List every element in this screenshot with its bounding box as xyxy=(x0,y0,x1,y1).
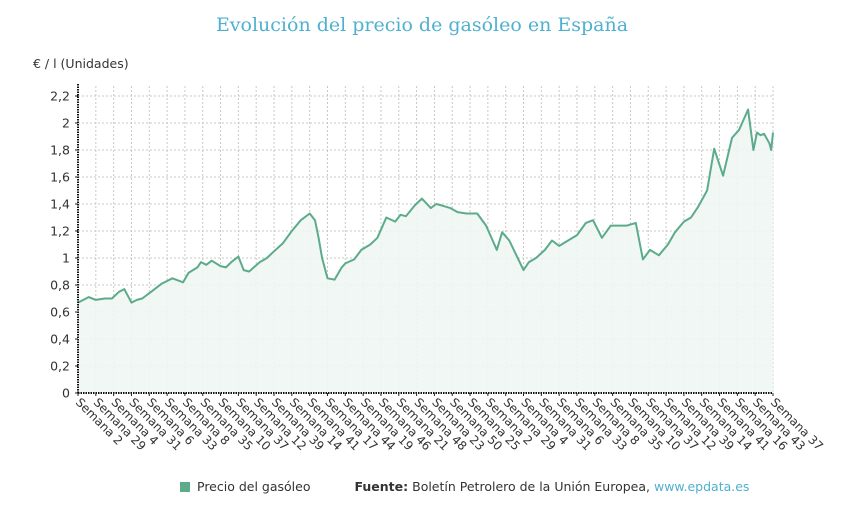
series-area xyxy=(78,109,773,393)
legend-series-label[interactable]: Precio del gasóleo xyxy=(197,479,311,494)
chart-title: Evolución del precio de gasóleo en Españ… xyxy=(215,14,629,36)
source-note: Fuente: Boletín Petrolero de la Unión Eu… xyxy=(354,479,749,494)
y-tick-label: 1,4 xyxy=(50,197,70,212)
y-tick-label: 1,2 xyxy=(50,224,70,239)
legend-swatch xyxy=(180,481,190,492)
source-link[interactable]: www.epdata.es xyxy=(653,479,750,494)
y-tick-label: 1 xyxy=(62,251,70,266)
y-tick-label: 0,6 xyxy=(50,305,70,320)
axes xyxy=(77,84,773,394)
y-axis-label: € / l (Unidades) xyxy=(33,56,129,71)
source-text: Boletín Petrolero de la Unión Europea, xyxy=(408,479,654,494)
y-tick-label: 2 xyxy=(62,116,70,131)
y-tick-label: 1,6 xyxy=(50,170,70,185)
series-line xyxy=(77,108,774,304)
legend: Precio del gasóleo Fuente: Boletín Petro… xyxy=(180,479,749,494)
source-prefix: Fuente: xyxy=(354,479,409,494)
y-tick-label: 0,8 xyxy=(50,278,70,293)
y-tick-label: 0,4 xyxy=(50,332,70,347)
y-tick-label: 1,8 xyxy=(50,143,70,158)
y-tick-label: 0 xyxy=(62,386,70,401)
area-layer xyxy=(77,108,774,393)
y-ticks: 0 0,2 0,4 0,6 0,8 1 1,2 1,4 1,6 1,8 2 2,2 xyxy=(50,89,78,401)
y-tick-label: 2,2 xyxy=(50,89,70,104)
y-tick-label: 0,2 xyxy=(50,359,70,374)
